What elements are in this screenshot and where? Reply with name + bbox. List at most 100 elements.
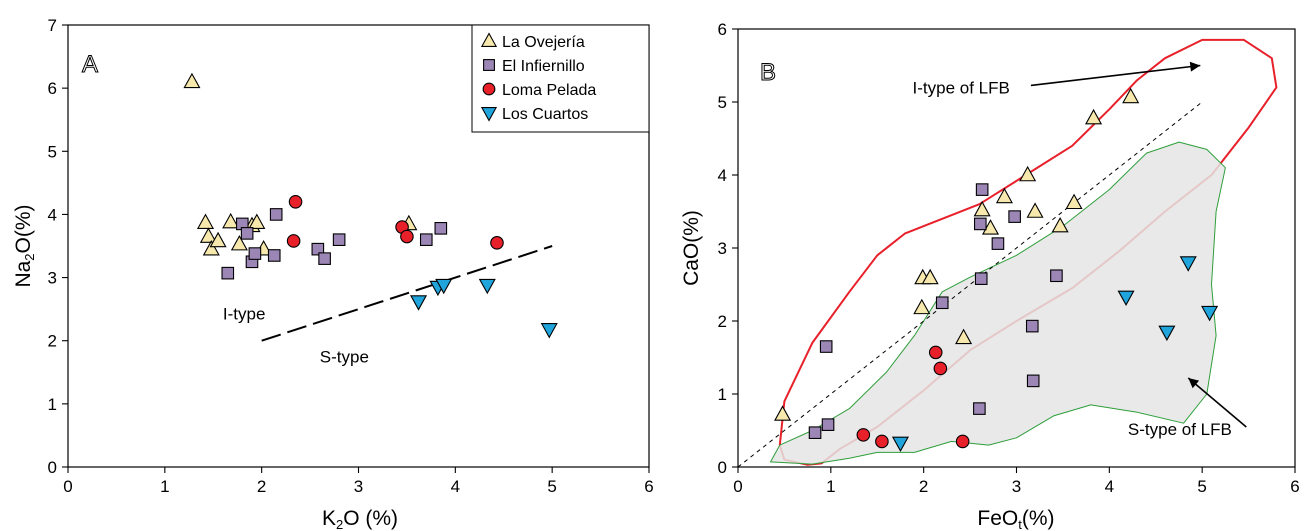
loma-pelada-point [856, 428, 871, 442]
los-cuartos-point [1201, 305, 1219, 322]
x-tick-label: 2 [257, 477, 266, 496]
panel-b-points [774, 87, 1219, 453]
panel-b-guides: I-type of LFB S-type of LFB [737, 61, 1247, 468]
x-tick-label: 0 [733, 477, 742, 496]
legend-box [471, 24, 650, 133]
la-ovejeria-point [196, 213, 215, 229]
los-cuartos-point [435, 278, 453, 295]
la-ovejeria-point [774, 405, 792, 421]
y-tick-label: 0 [718, 458, 727, 477]
x-tick-label: 3 [354, 477, 363, 496]
el-infiernillo-point [821, 418, 835, 431]
el-infiernillo-point [318, 252, 331, 265]
legend-label-la-ovejeria: La Ovejería [502, 34, 585, 51]
la-ovejeria-point [1019, 165, 1037, 182]
y-tick-label: 2 [718, 312, 727, 331]
y-tick-label: 1 [48, 395, 57, 414]
el-infiernillo-point [332, 233, 346, 246]
panel-a-ylabel: Na2O(%) [12, 204, 37, 287]
loma-pelada-point [955, 434, 970, 449]
x-tick-label: 5 [1197, 477, 1206, 496]
el-infiernillo-point [434, 222, 448, 235]
la-ovejeria-point [1026, 202, 1044, 218]
loma-pelada-point [490, 236, 504, 250]
s-type-of-lfb-field [770, 141, 1226, 465]
el-infiernillo-point [991, 237, 1005, 250]
panel-b-label: B [760, 59, 776, 86]
la-ovejeria-point [973, 200, 991, 217]
el-infiernillo-point [267, 249, 281, 262]
el-infiernillo-point [1050, 269, 1063, 283]
panel-b-ylabel: CaO(%) [680, 210, 703, 286]
y-tick-label: 3 [718, 239, 727, 258]
los-cuartos-point [1179, 256, 1197, 272]
panel-a-points [183, 72, 558, 339]
el-infiernillo-point [808, 426, 822, 439]
y-tick-label: 3 [48, 269, 57, 288]
loma-pelada-point [928, 345, 943, 360]
la-ovejeria-point [202, 240, 220, 256]
los-cuartos-point [1158, 325, 1176, 342]
el-infiernillo-point [974, 272, 988, 285]
el-infiernillo-point [419, 233, 433, 246]
x-tick-label: 6 [1290, 477, 1299, 496]
la-ovejeria-point [209, 231, 227, 248]
y-tick-label: 6 [718, 20, 727, 39]
panel-b-xlabel: FeOt(%) [977, 507, 1054, 531]
el-infiernillo-point [311, 242, 325, 256]
loma-pelada-point [875, 434, 889, 449]
panel-a-label: A [82, 51, 98, 78]
y-tick-label: 2 [48, 332, 57, 351]
discrimination-line [737, 101, 1203, 468]
la-ovejeria-point [1065, 193, 1083, 210]
panel-a-chart: I-type S-type 0 1 2 3 4 5 6 0 1 2 3 4 5 6 7 A La Ovejer… [12, 16, 654, 531]
panel-b-ticks: 0 1 2 3 4 5 6 0 1 2 3 4 5 6 [718, 20, 1300, 496]
annotation-arrow [1030, 64, 1201, 87]
la-ovejeria-point [199, 227, 217, 243]
legend-label-el-infiernillo: El Infiernillo [502, 58, 585, 75]
los-cuartos-point [891, 436, 909, 453]
los-cuartos-point [478, 278, 496, 295]
x-tick-label: 0 [63, 477, 72, 496]
panel-b-fields [770, 38, 1278, 466]
loma-pelada-point [286, 234, 301, 248]
arrow-head [1189, 61, 1201, 72]
loma-pelada-point [933, 361, 948, 376]
legend-marker-la-ovejeria [480, 32, 498, 47]
y-tick-label: 5 [718, 93, 727, 112]
annotation-arrow [1187, 377, 1247, 428]
la-ovejeria-point [230, 234, 248, 251]
x-tick-label: 1 [826, 477, 835, 496]
el-infiernillo-point [935, 296, 949, 310]
la-ovejeria-point [981, 219, 1000, 235]
panel-b-chart: I-type of LFB S-type of LFB 0 1 2 3 4 5 6 0 1 2 3 4 5… [680, 20, 1300, 531]
la-ovejeria-point [913, 298, 931, 315]
legend-label-los-cuartos: Los Cuartos [502, 106, 588, 123]
x-tick-label: 4 [451, 477, 460, 496]
legend-marker-los-cuartos [480, 107, 498, 122]
x-tick-label: 1 [160, 477, 169, 496]
la-ovejeria-point [955, 328, 973, 345]
loma-pelada-point [400, 229, 414, 244]
panel-a-ticks: 0 1 2 3 4 5 6 0 1 2 3 4 5 6 7 [48, 16, 654, 496]
la-ovejeria-point [921, 268, 939, 285]
annotation-i-type: I-type [223, 305, 266, 324]
los-cuartos-point [540, 323, 558, 339]
x-tick-label: 2 [919, 477, 928, 496]
el-infiernillo-point [240, 227, 254, 240]
los-cuartos-point [410, 295, 428, 311]
el-infiernillo-point [269, 208, 283, 221]
legend-items: La Ovejería El Infiernillo Loma Pelada Los … [480, 32, 596, 123]
y-tick-label: 1 [718, 385, 727, 404]
legend-label-loma-pelada: Loma Pelada [502, 82, 596, 99]
y-tick-label: 4 [48, 205, 57, 224]
panel-a-guides: I-type S-type [223, 245, 553, 367]
x-tick-label: 5 [547, 477, 556, 496]
x-tick-label: 3 [1012, 477, 1021, 496]
discrimination-line [261, 245, 553, 342]
el-infiernillo-point [221, 266, 235, 280]
annotation-i-type-of-lfb: I-type of LFB [913, 78, 1010, 97]
los-cuartos-point [1117, 290, 1135, 307]
la-ovejeria-point [248, 213, 266, 229]
